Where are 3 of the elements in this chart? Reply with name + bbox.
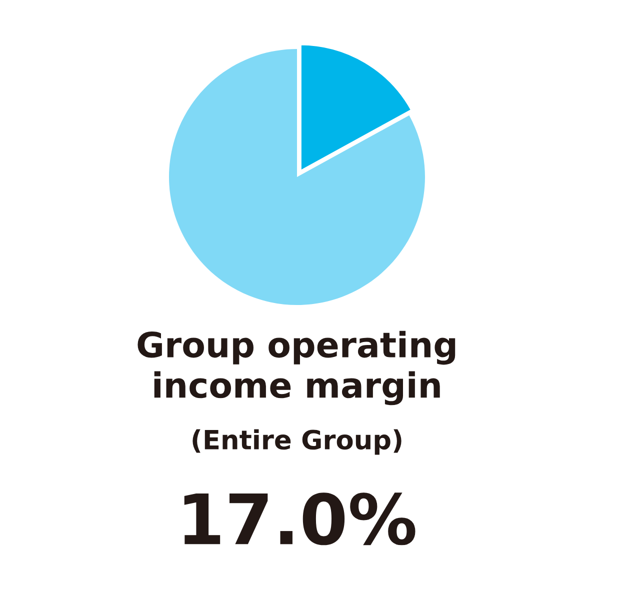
text: (Entire Group) — [192, 429, 402, 455]
text: 17.0% — [184, 492, 416, 546]
text: Group operating income margin — [138, 330, 456, 406]
